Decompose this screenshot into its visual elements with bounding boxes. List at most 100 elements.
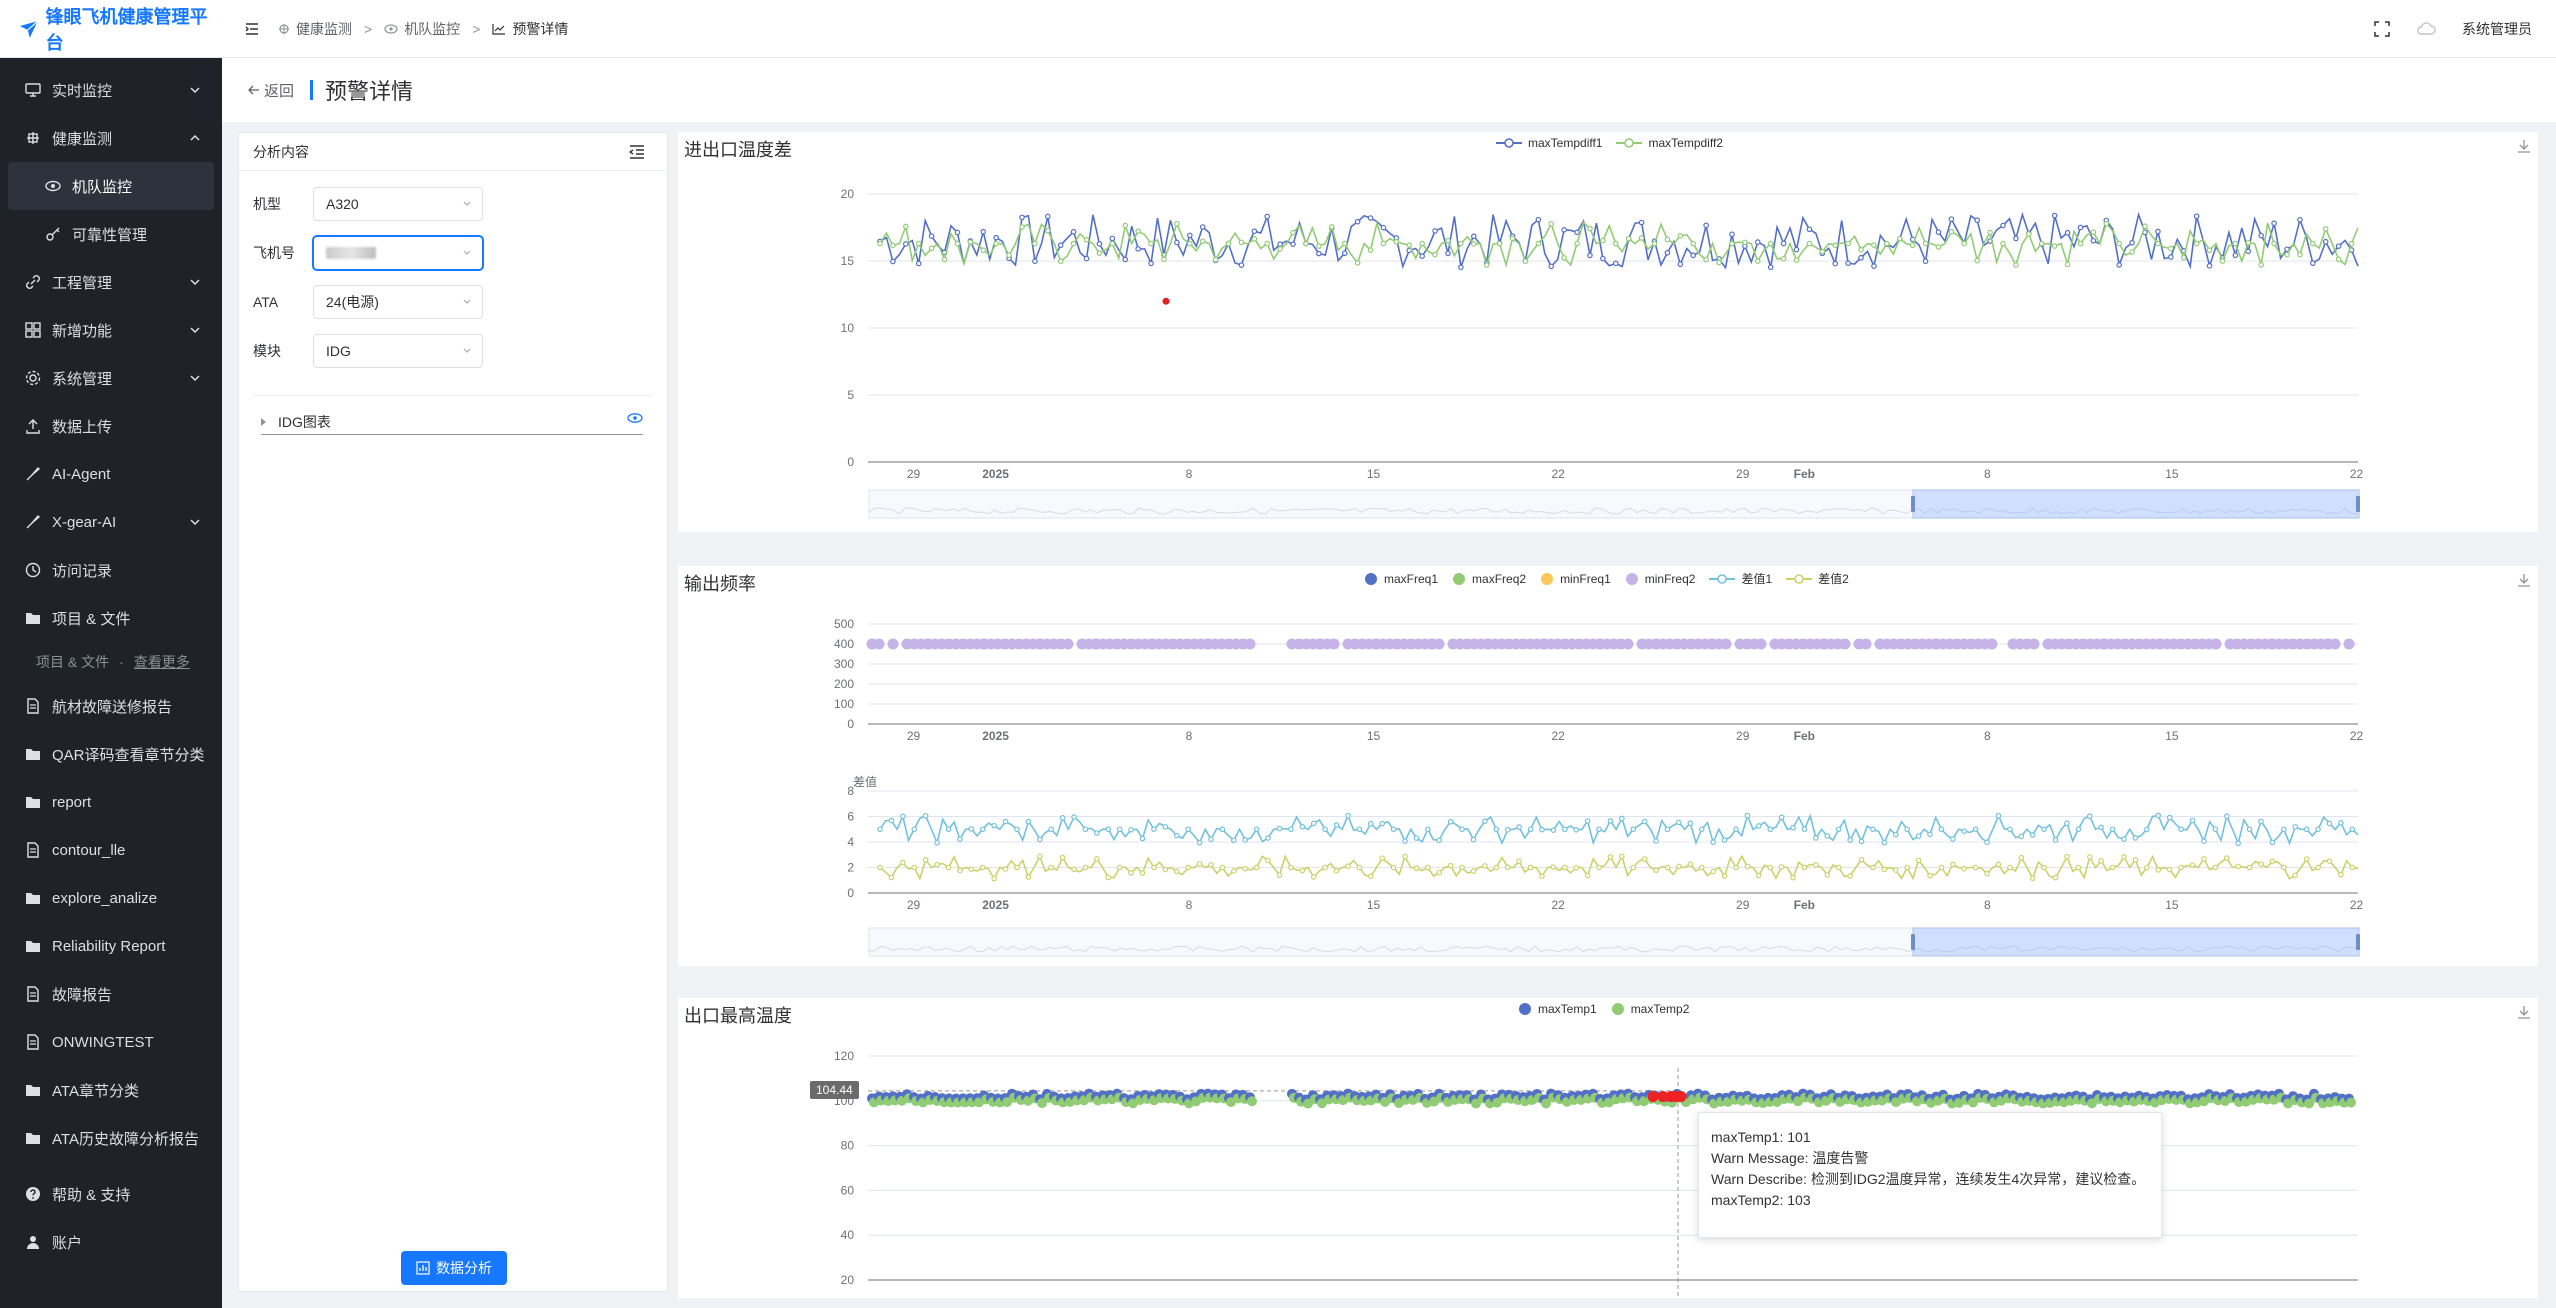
series-maxTempdiff2-point bbox=[1625, 235, 1632, 242]
sidebar-bottom-item-1[interactable]: 账户 bbox=[0, 1218, 222, 1266]
fullscreen-icon[interactable] bbox=[2374, 21, 2390, 37]
sidebar-file-item[interactable]: report bbox=[0, 778, 222, 826]
sidebar-bottom-item-0[interactable]: 帮助 & 支持 bbox=[0, 1170, 222, 1218]
page-title: 预警详情 bbox=[325, 79, 414, 104]
series-maxTempdiff1-point bbox=[2297, 216, 2303, 223]
legend-item[interactable]: minFreq2 bbox=[1625, 572, 1695, 586]
legend-dot-icon bbox=[1625, 572, 1638, 585]
view-more-link[interactable]: 查看更多 bbox=[133, 654, 190, 670]
sidebar-file-item[interactable]: 故障报告 bbox=[0, 970, 222, 1018]
module-select[interactable]: IDG bbox=[313, 333, 483, 368]
series-diff2-point bbox=[1813, 862, 1819, 868]
expand-caret-icon[interactable] bbox=[261, 418, 266, 426]
collapse-icon[interactable] bbox=[629, 145, 645, 159]
sidebar-item-3[interactable]: 可靠性管理 bbox=[0, 210, 222, 258]
series-maxTempdiff2-point bbox=[1574, 240, 1580, 247]
sidebar-file-item[interactable]: explore_analize bbox=[0, 874, 222, 922]
sidebar-file-item[interactable]: ATA历史故障分析报告 bbox=[0, 1114, 222, 1162]
brand[interactable]: 锋眼飞机健康管理平台 bbox=[0, 0, 222, 58]
sidebar-item-1[interactable]: 健康监测 bbox=[0, 114, 222, 162]
temp-diff-chart[interactable]: 0 5 10 15 20 29 2025 8 15 22 29 Feb 8 15 22 bbox=[678, 132, 2538, 532]
legend-item[interactable]: maxTemp2 bbox=[1611, 1002, 1689, 1016]
legend-item[interactable]: 差值1 bbox=[1709, 570, 1772, 587]
series-diff2-point bbox=[991, 875, 997, 882]
frequency-chart[interactable]: 0 100 200 300 400 500 29 2025 8 15 22 29 Feb 8 15 22 差值 0… bbox=[678, 566, 2538, 966]
series-diff1-point bbox=[2052, 837, 2059, 843]
series-diff2-point bbox=[968, 866, 975, 873]
series-diff2-point bbox=[2269, 858, 2276, 865]
sidebar-item-5[interactable]: 新增功能 bbox=[0, 306, 222, 354]
ata-select[interactable]: 24(电源) bbox=[313, 284, 483, 319]
series-maxTempdiff1-point bbox=[2232, 252, 2239, 259]
download-icon[interactable] bbox=[2516, 1004, 2532, 1020]
sidebar-item-label: contour_lle bbox=[52, 841, 126, 859]
sidebar-item-8[interactable]: AI-Agent bbox=[0, 450, 222, 498]
series-maxTempdiff1-point bbox=[1341, 250, 1348, 257]
breadcrumb-label: 预警详情 bbox=[512, 20, 569, 37]
back-button[interactable]: 返回 bbox=[248, 80, 294, 101]
series-diff1-point bbox=[1904, 826, 1910, 833]
series-maxTempdiff2-point bbox=[941, 256, 948, 263]
legend-item[interactable]: maxFreq1 bbox=[1364, 572, 1438, 586]
sidebar-file-item[interactable]: ATA章节分类 bbox=[0, 1066, 222, 1114]
sidebar-item-11[interactable]: 项目 & 文件 bbox=[0, 594, 222, 642]
series-diff1-point bbox=[1231, 837, 1237, 844]
breadcrumb-fleet[interactable]: 机队监控 bbox=[384, 19, 460, 39]
sidebar-item-0[interactable]: 实时监控 bbox=[0, 66, 222, 114]
sidebar-file-item[interactable]: 航材故障送修报告 bbox=[0, 682, 222, 730]
cloud-icon[interactable] bbox=[2416, 21, 2436, 37]
legend-item[interactable]: maxTemp1 bbox=[1518, 1002, 1597, 1016]
legend-label: maxTempdiff2 bbox=[1648, 136, 1723, 150]
tail-number-select[interactable] bbox=[313, 235, 483, 270]
menu-toggle-icon[interactable] bbox=[244, 21, 260, 37]
series-diff1-point bbox=[922, 812, 929, 819]
series-maxTempdiff2-point bbox=[2322, 226, 2329, 232]
series-diff2-point bbox=[1265, 857, 1271, 864]
breadcrumb-health[interactable]: 健康监测 bbox=[278, 19, 352, 39]
legend-item[interactable]: minFreq1 bbox=[1540, 572, 1611, 586]
series-diff2-point bbox=[1573, 864, 1580, 871]
series-maxTempdiff2-point bbox=[2310, 240, 2316, 247]
sidebar-item-9[interactable]: X-gear-AI bbox=[0, 498, 222, 546]
series-diff1-point bbox=[945, 826, 952, 833]
maxTemp2-point bbox=[1037, 1098, 1047, 1109]
download-icon[interactable] bbox=[2516, 572, 2532, 588]
analyze-button[interactable]: 数据分析 bbox=[401, 1251, 507, 1285]
series-maxTempdiff1-point bbox=[1174, 239, 1180, 246]
series-maxTempdiff1-point bbox=[1019, 214, 1025, 221]
legend-item[interactable]: maxFreq2 bbox=[1452, 572, 1526, 586]
x-tick-label: Feb bbox=[1794, 467, 1815, 481]
legend-item[interactable]: 差值2 bbox=[1786, 570, 1849, 587]
series-diff2-point bbox=[934, 861, 940, 868]
series-maxTempdiff2-point bbox=[1380, 240, 1387, 247]
tree-item-idg-chart[interactable]: IDG图表 bbox=[261, 412, 643, 435]
series-diff2-point bbox=[1413, 865, 1420, 871]
legend-dot-icon bbox=[1453, 572, 1466, 585]
download-icon[interactable] bbox=[2516, 138, 2532, 154]
aircraft-model-select[interactable]: A320 bbox=[313, 186, 483, 221]
series-diff2-point bbox=[2315, 864, 2321, 871]
sidebar-file-item[interactable]: ONWINGTEST bbox=[0, 1018, 222, 1066]
series-diff1-point bbox=[1356, 826, 1363, 833]
document-icon bbox=[27, 842, 39, 858]
sidebar-file-item[interactable]: QAR译码查看章节分类 bbox=[0, 730, 222, 778]
user-name[interactable]: 系统管理员 bbox=[2462, 21, 2532, 37]
x-tick-label: 29 bbox=[907, 898, 921, 912]
sidebar-item-10[interactable]: 访问记录 bbox=[0, 546, 222, 594]
legend-item[interactable]: maxTempdiff2 bbox=[1616, 136, 1723, 150]
series-maxTempdiff1-point bbox=[1703, 222, 1709, 229]
legend-item[interactable]: maxTempdiff1 bbox=[1496, 136, 1602, 150]
zoom-selection bbox=[1912, 927, 2360, 957]
sidebar-file-item[interactable]: contour_lle bbox=[0, 826, 222, 874]
series-maxTempdiff2-point bbox=[1535, 240, 1542, 247]
sidebar-file-item[interactable]: Reliability Report bbox=[0, 922, 222, 970]
sidebar-item-6[interactable]: 系统管理 bbox=[0, 354, 222, 402]
eye-icon[interactable] bbox=[627, 412, 643, 424]
sidebar-item-7[interactable]: 数据上传 bbox=[0, 402, 222, 450]
series-diff2-point bbox=[2189, 862, 2196, 868]
series-diff1-point bbox=[2189, 817, 2196, 824]
sidebar-item-2[interactable]: 机队监控 bbox=[8, 162, 214, 210]
sidebar-item-4[interactable]: 工程管理 bbox=[0, 258, 222, 306]
